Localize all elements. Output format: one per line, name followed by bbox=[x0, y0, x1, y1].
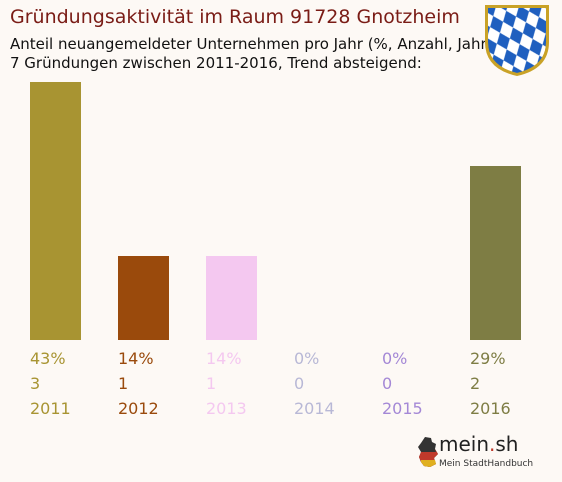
bar-2012 bbox=[118, 256, 169, 340]
percent-label-2012: 14% bbox=[118, 349, 154, 368]
percent-label-2015: 0% bbox=[382, 349, 407, 368]
bar-2011 bbox=[30, 82, 81, 340]
percent-label-2013: 14% bbox=[206, 349, 242, 368]
subtitle-line-1: Anteil neuangemeldeter Unternehmen pro J… bbox=[10, 35, 493, 53]
year-label-2012: 2012 bbox=[118, 399, 159, 418]
logo-tagline: Mein StadtHandbuch bbox=[439, 459, 534, 469]
bavaria-crest-icon bbox=[485, 5, 549, 76]
year-label-2013: 2013 bbox=[206, 399, 247, 418]
count-label-2014: 0 bbox=[294, 374, 304, 393]
chart-subtitle: Anteil neuangemeldeter Unternehmen pro J… bbox=[10, 35, 493, 73]
year-label-2014: 2014 bbox=[294, 399, 335, 418]
percent-label-2016: 29% bbox=[470, 349, 506, 368]
count-label-2016: 2 bbox=[470, 374, 480, 393]
year-label-2011: 2011 bbox=[30, 399, 71, 418]
mein-sh-logo[interactable]: mein.sh Mein StadtHandbuch bbox=[415, 432, 555, 476]
count-label-2012: 1 bbox=[118, 374, 128, 393]
count-label-2015: 0 bbox=[382, 374, 392, 393]
bar-2013 bbox=[206, 256, 257, 340]
percent-label-2014: 0% bbox=[294, 349, 319, 368]
logo-wordmark: mein.sh bbox=[439, 432, 519, 456]
percent-label-2011: 43% bbox=[30, 349, 66, 368]
chart-title: Gründungsaktivität im Raum 91728 Gnotzhe… bbox=[10, 6, 460, 28]
year-label-2015: 2015 bbox=[382, 399, 423, 418]
bar-2016 bbox=[470, 166, 521, 340]
count-label-2011: 3 bbox=[30, 374, 40, 393]
subtitle-line-2: 7 Gründungen zwischen 2011-2016, Trend a… bbox=[10, 54, 422, 72]
germany-map-icon bbox=[418, 437, 438, 467]
count-label-2013: 1 bbox=[206, 374, 216, 393]
year-label-2016: 2016 bbox=[470, 399, 511, 418]
